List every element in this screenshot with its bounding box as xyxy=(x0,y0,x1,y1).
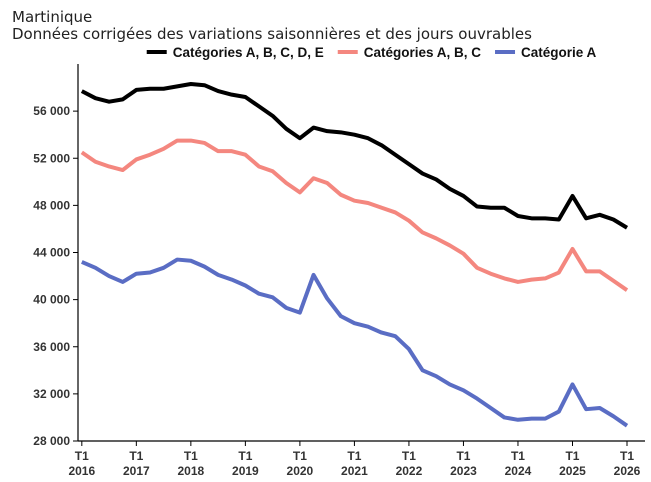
legend-label: Catégories A, B, C, D, E xyxy=(173,45,324,60)
y-tick-label: 48 000 xyxy=(33,198,70,212)
x-tick-label: T1 xyxy=(402,449,416,463)
x-tick-label: T1 xyxy=(620,449,634,463)
x-tick-label: T1 xyxy=(75,449,89,463)
x-tick-label: T1 xyxy=(456,449,470,463)
y-tick-label: 32 000 xyxy=(33,387,70,401)
legend-label: Catégories A, B, C xyxy=(364,45,482,60)
y-tick-label: 36 000 xyxy=(33,340,70,354)
x-tick-label: 2023 xyxy=(450,464,477,478)
y-tick-label: 52 000 xyxy=(33,151,70,165)
subtitle: Données corrigées des variations saisonn… xyxy=(12,25,532,43)
x-tick-label: T1 xyxy=(129,449,143,463)
x-tick-label: 2026 xyxy=(614,464,641,478)
x-tick-label: T1 xyxy=(511,449,525,463)
x-tick-label: 2017 xyxy=(123,464,150,478)
x-tick-label: T1 xyxy=(293,449,307,463)
y-tick-label: 44 000 xyxy=(33,246,70,260)
x-tick-label: 2025 xyxy=(559,464,586,478)
y-tick-label: 28 000 xyxy=(33,434,70,448)
y-tick-label: 56 000 xyxy=(33,104,70,118)
legend-label: Catégorie A xyxy=(521,45,597,60)
x-tick-label: T1 xyxy=(238,449,252,463)
y-tick-label: 40 000 xyxy=(33,293,70,307)
x-tick-label: 2022 xyxy=(396,464,423,478)
subtitle: Martinique xyxy=(12,8,92,26)
x-tick-label: 2021 xyxy=(341,464,368,478)
x-tick-label: 2019 xyxy=(232,464,259,478)
x-tick-label: T1 xyxy=(347,449,361,463)
x-tick-label: 2024 xyxy=(505,464,532,478)
x-tick-label: 2016 xyxy=(68,464,95,478)
x-tick-label: 2020 xyxy=(287,464,314,478)
series-line xyxy=(80,138,629,292)
x-tick-label: 2018 xyxy=(178,464,205,478)
series-line xyxy=(80,82,629,230)
series-line xyxy=(81,257,629,428)
x-tick-label: T1 xyxy=(565,449,579,463)
x-tick-label: T1 xyxy=(184,449,198,463)
